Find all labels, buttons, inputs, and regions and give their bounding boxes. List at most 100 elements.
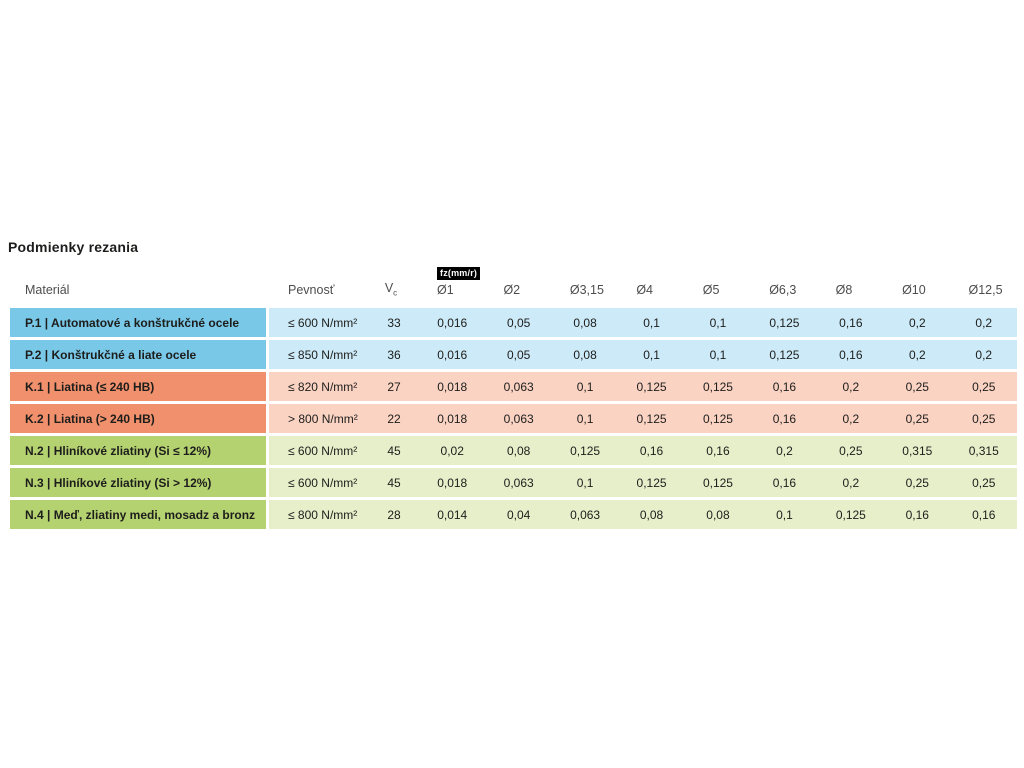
table-row-n3: N.3 | Hliníkové zliatiny (Si > 12%) ≤ 60…: [10, 468, 1017, 497]
vc-cell: 36: [369, 340, 419, 369]
fz-cell: 0,25: [950, 404, 1017, 433]
d1-label: Ø1: [437, 283, 454, 297]
fz-cell: 0,125: [618, 468, 685, 497]
table-header-row: Materiál Pevnosť Vc fz(mm/r) Ø1 Ø2 Ø3,15…: [10, 265, 1017, 305]
fz-cell: 0,16: [751, 404, 818, 433]
vc-cell: 45: [369, 436, 419, 465]
fz-cell: 0,08: [551, 340, 619, 369]
strength-cell: > 800 N/mm²: [269, 404, 369, 433]
fz-cell: 0,2: [817, 468, 885, 497]
fz-cell: 0,125: [684, 404, 752, 433]
fz-cell: 0,014: [419, 500, 486, 529]
fz-cell: 0,16: [950, 500, 1017, 529]
strength-cell: ≤ 600 N/mm²: [269, 436, 369, 465]
fz-cell: 0,05: [485, 340, 552, 369]
fz-cell: 0,315: [950, 436, 1017, 465]
fz-cell: 0,063: [551, 500, 619, 529]
fz-cell: 0,125: [684, 372, 752, 401]
fz-cell: 0,125: [751, 308, 818, 337]
strength-cell: ≤ 820 N/mm²: [269, 372, 369, 401]
fz-cell: 0,2: [817, 372, 885, 401]
fz-cell: 0,25: [884, 468, 951, 497]
column-header-material: Materiál: [25, 283, 70, 297]
column-header-d7: Ø8: [835, 283, 853, 297]
fz-cell: 0,25: [950, 372, 1017, 401]
fz-cell: 0,315: [884, 436, 951, 465]
fz-unit-badge: fz(mm/r): [437, 267, 481, 280]
column-header-vc: Vc: [369, 265, 419, 305]
fz-cell: 0,063: [485, 468, 552, 497]
column-header-d3: Ø3,15: [569, 283, 604, 297]
material-cell: P.2 | Konštrukčné a liate ocele: [10, 340, 269, 369]
material-cell: N.3 | Hliníkové zliatiny (Si > 12%): [10, 468, 269, 497]
table-row-n2: N.2 | Hliníkové zliatiny (Si ≤ 12%) ≤ 60…: [10, 436, 1017, 465]
fz-cell: 0,1: [751, 500, 818, 529]
vc-cell: 27: [369, 372, 419, 401]
fz-cell: 0,1: [684, 308, 752, 337]
fz-cell: 0,1: [551, 372, 619, 401]
fz-cell: 0,16: [618, 436, 685, 465]
fz-cell: 0,05: [485, 308, 552, 337]
fz-cell: 0,04: [485, 500, 552, 529]
fz-cell: 0,125: [551, 436, 619, 465]
vc-cell: 45: [369, 468, 419, 497]
fz-cell: 0,125: [751, 340, 818, 369]
fz-cell: 0,063: [485, 404, 552, 433]
column-header-d2: Ø2: [503, 283, 521, 297]
fz-cell: 0,1: [551, 404, 619, 433]
fz-cell: 0,25: [884, 404, 951, 433]
table-row-p1: P.1 | Automatové a konštrukčné ocele ≤ 6…: [10, 308, 1017, 337]
fz-cell: 0,125: [817, 500, 885, 529]
column-header-d5: Ø5: [702, 283, 720, 297]
fz-cell: 0,018: [419, 404, 486, 433]
fz-cell: 0,16: [684, 436, 752, 465]
fz-cell: 0,16: [751, 468, 818, 497]
fz-cell: 0,16: [884, 500, 951, 529]
fz-cell: 0,2: [950, 308, 1017, 337]
fz-cell: 0,08: [618, 500, 685, 529]
fz-cell: 0,25: [950, 468, 1017, 497]
table-row-n4: N.4 | Meď, zliatiny medi, mosadz a bronz…: [10, 500, 1017, 529]
fz-cell: 0,125: [618, 404, 685, 433]
column-header-d8: Ø10: [902, 283, 926, 297]
fz-cell: 0,2: [950, 340, 1017, 369]
table-row-k2: K.2 | Liatina (> 240 HB) > 800 N/mm² 22 …: [10, 404, 1017, 433]
fz-cell: 0,1: [618, 340, 685, 369]
fz-cell: 0,1: [684, 340, 752, 369]
table-row-p2: P.2 | Konštrukčné a liate ocele ≤ 850 N/…: [10, 340, 1017, 369]
fz-cell: 0,1: [618, 308, 685, 337]
fz-cell: 0,063: [485, 372, 552, 401]
fz-cell: 0,02: [419, 436, 486, 465]
cutting-conditions-table: Materiál Pevnosť Vc fz(mm/r) Ø1 Ø2 Ø3,15…: [10, 262, 1017, 532]
page-title: Podmienky rezania: [8, 239, 139, 255]
fz-cell: 0,2: [884, 340, 951, 369]
fz-cell: 0,08: [684, 500, 752, 529]
strength-cell: ≤ 600 N/mm²: [269, 308, 369, 337]
column-header-d4: Ø4: [636, 283, 653, 297]
vc-cell: 28: [369, 500, 419, 529]
fz-cell: 0,016: [419, 340, 486, 369]
fz-cell: 0,16: [817, 308, 885, 337]
strength-cell: ≤ 600 N/mm²: [269, 468, 369, 497]
material-cell: K.1 | Liatina (≤ 240 HB): [10, 372, 269, 401]
fz-cell: 0,018: [419, 468, 486, 497]
fz-cell: 0,125: [618, 372, 685, 401]
table-row-k1: K.1 | Liatina (≤ 240 HB) ≤ 820 N/mm² 27 …: [10, 372, 1017, 401]
fz-cell: 0,25: [884, 372, 951, 401]
fz-cell: 0,1: [551, 468, 619, 497]
fz-cell: 0,08: [551, 308, 619, 337]
strength-cell: ≤ 850 N/mm²: [269, 340, 369, 369]
vc-cell: 33: [369, 308, 419, 337]
fz-cell: 0,016: [419, 308, 486, 337]
material-cell: N.2 | Hliníkové zliatiny (Si ≤ 12%): [10, 436, 269, 465]
vc-symbol: V: [384, 280, 394, 295]
fz-cell: 0,25: [817, 436, 885, 465]
fz-cell: 0,018: [419, 372, 486, 401]
column-header-strength: Pevnosť: [288, 283, 335, 297]
vc-cell: 22: [369, 404, 419, 433]
fz-cell: 0,2: [884, 308, 951, 337]
strength-cell: ≤ 800 N/mm²: [269, 500, 369, 529]
fz-cell: 0,2: [817, 404, 885, 433]
fz-cell: 0,16: [751, 372, 818, 401]
